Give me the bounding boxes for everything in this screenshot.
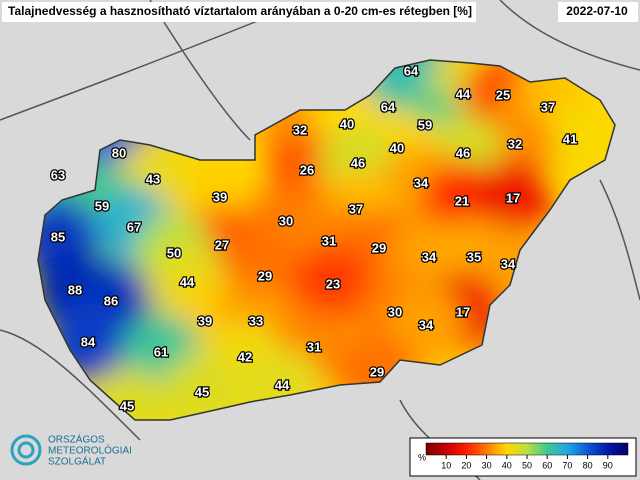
date-box <box>558 2 638 22</box>
station-value: 34 <box>419 317 434 332</box>
colorbar-tick-label: 80 <box>583 460 593 470</box>
colorbar-tick-label: 70 <box>562 460 572 470</box>
station-value: 42 <box>238 349 252 364</box>
station-value: 40 <box>340 116 354 131</box>
station-value: 26 <box>300 162 314 177</box>
station-value: 64 <box>404 63 419 78</box>
station-value: 37 <box>541 99 555 114</box>
station-value: 29 <box>370 364 384 379</box>
station-value: 25 <box>496 87 510 102</box>
colorbar-tick-label: 40 <box>502 460 512 470</box>
station-value: 31 <box>307 339 321 354</box>
station-value: 39 <box>213 189 227 204</box>
station-value: 46 <box>351 155 365 170</box>
station-value: 63 <box>51 167 65 182</box>
station-value: 30 <box>388 304 402 319</box>
colorbar: % 10 20 30 40 50 60 70 80 90 <box>409 437 637 477</box>
station-value: 29 <box>258 268 272 283</box>
station-value: 40 <box>390 140 404 155</box>
colorbar-scale <box>425 442 629 456</box>
station-value: 84 <box>81 334 96 349</box>
station-value: 30 <box>279 213 293 228</box>
station-value: 80 <box>112 145 126 160</box>
logo-icon <box>17 441 35 459</box>
station-value: 44 <box>275 377 290 392</box>
colorbar-tick-label: 60 <box>542 460 552 470</box>
station-value: 59 <box>95 198 109 213</box>
station-value: 39 <box>198 313 212 328</box>
title-box <box>2 2 476 22</box>
logo: ORSZÁGOS METEOROLÓGIAI SZOLGÁLAT <box>10 433 132 468</box>
station-value: 44 <box>180 274 195 289</box>
colorbar-tick-label: 20 <box>461 460 471 470</box>
colorbar-unit: % <box>418 452 426 462</box>
station-value: 33 <box>249 313 263 328</box>
colorbar-tick-label: 10 <box>441 460 451 470</box>
station-value: 67 <box>127 219 141 234</box>
station-value: 31 <box>322 233 336 248</box>
station-value: 44 <box>456 86 471 101</box>
station-value: 34 <box>414 175 429 190</box>
value-field <box>293 245 373 325</box>
logo-text: SZOLGÁLAT <box>48 455 106 468</box>
station-value: 29 <box>372 240 386 255</box>
labels: 64 44 25 37 64 59 41 32 40 32 80 46 40 63 26 46 43 34 21 17… <box>50 62 579 415</box>
station-value: 21 <box>455 193 469 208</box>
station-value: 41 <box>563 131 577 146</box>
station-value: 64 <box>381 99 396 114</box>
logo-text: ORSZÁGOS <box>48 433 105 446</box>
logo-icon <box>10 434 42 466</box>
date: 2022-07-10 <box>566 4 628 18</box>
station-value: 86 <box>104 293 118 308</box>
station-value: 27 <box>215 237 229 252</box>
colorbar-tick-label: 50 <box>522 460 532 470</box>
station-value: 50 <box>167 245 181 260</box>
station-value: 32 <box>293 122 307 137</box>
station-value: 34 <box>422 249 437 264</box>
station-value: 34 <box>501 256 516 271</box>
station-value: 37 <box>349 201 363 216</box>
station-value: 17 <box>456 304 470 319</box>
title: Talajnedvesség a hasznosítható víztartal… <box>8 4 472 18</box>
station-value: 46 <box>456 145 470 160</box>
value-field <box>87 367 167 420</box>
station-value: 17 <box>506 190 520 205</box>
logo-text: METEOROLÓGIAI <box>48 444 132 457</box>
station-value: 32 <box>508 136 522 151</box>
colorbar-tick-label: 30 <box>482 460 492 470</box>
station-value: 45 <box>195 384 209 399</box>
station-value: 61 <box>154 344 168 359</box>
station-value: 35 <box>467 249 481 264</box>
colorbar-tick-label: 90 <box>603 460 613 470</box>
station-value: 23 <box>326 276 340 291</box>
station-value: 59 <box>418 117 432 132</box>
station-value: 88 <box>68 282 82 297</box>
station-value: 85 <box>51 229 65 244</box>
station-value: 43 <box>146 171 160 186</box>
station-value: 45 <box>120 398 134 413</box>
value-field <box>473 159 553 239</box>
